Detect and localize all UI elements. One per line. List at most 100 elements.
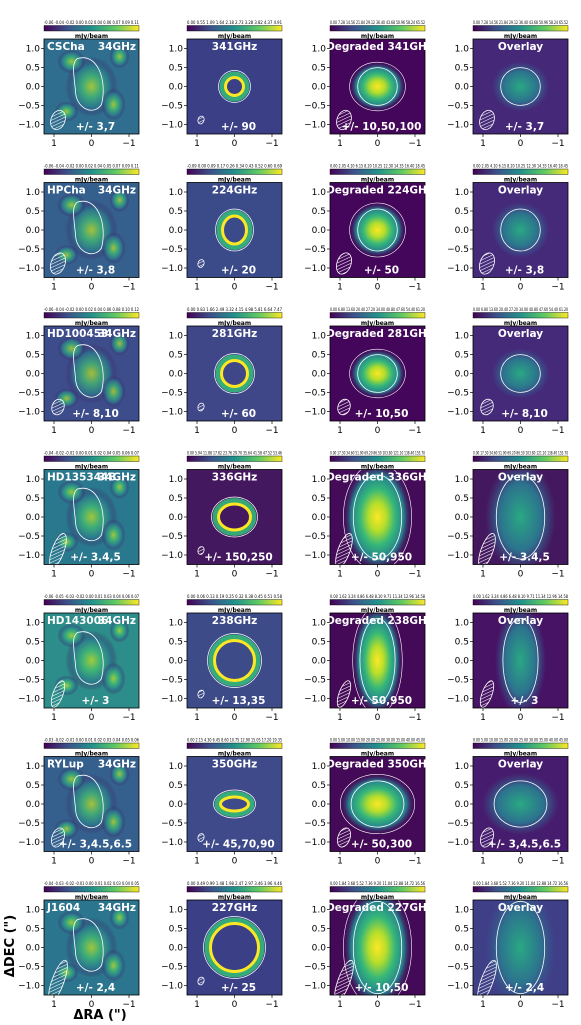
contour-levels: +/- 50,950	[351, 695, 412, 707]
y-tick-label: −0.5	[447, 102, 469, 112]
colorbar-ticks: 0.00 5.00 10.00 15.00 20.00 25.00 30.00 …	[473, 738, 568, 743]
beam-ellipse	[477, 959, 497, 995]
panel-title: 34GHz	[98, 472, 136, 484]
x-tick-label: 0	[89, 857, 95, 867]
colorbar	[329, 599, 426, 606]
contour	[215, 208, 254, 252]
colorbar	[472, 312, 569, 319]
colorbar	[43, 599, 140, 606]
x-tick-label: 0	[89, 426, 95, 436]
ring-core	[224, 76, 245, 97]
contour	[213, 789, 256, 819]
y-tick-label: 1.0	[169, 332, 184, 342]
contour	[359, 618, 396, 703]
x-tick-label: 0	[89, 713, 95, 723]
image	[473, 182, 568, 278]
panel-title: 34GHz	[98, 759, 136, 771]
panel-title: Degraded 350GHz	[326, 759, 433, 771]
colorbar-ticks: 0.00 5.94 11.88 17.82 23.76 29.70 35.64 …	[187, 451, 282, 456]
panel-title: 336GHz	[212, 472, 257, 484]
y-tick-label: 1.0	[455, 45, 470, 55]
beam-ellipse	[197, 833, 205, 842]
colorbar	[186, 886, 283, 893]
panel-title: Degraded 336GHz	[326, 472, 433, 484]
y-tick-label: 0.0	[26, 657, 41, 667]
beam-ellipse	[335, 533, 353, 565]
colorbar-ticks: 0.00 1.84 3.68 5.52 7.36 9.20 11.04 12.8…	[330, 881, 425, 886]
x-tick-label: 1	[337, 139, 343, 149]
ring	[204, 917, 265, 978]
contour	[500, 67, 541, 106]
x-tick-label: 0	[375, 713, 381, 723]
x-tick-label: −1	[265, 1000, 278, 1010]
ring-core	[217, 502, 252, 532]
y-tick-label: 0.0	[312, 944, 327, 954]
source-label: J1604	[46, 902, 80, 914]
emission	[339, 773, 416, 835]
image	[473, 613, 568, 708]
emission	[494, 613, 547, 708]
emission	[109, 762, 130, 786]
beam-ellipse	[48, 959, 68, 995]
contour	[357, 354, 398, 393]
y-tick-label: −1.0	[447, 695, 469, 705]
image	[330, 900, 425, 995]
x-tick-label: 0	[518, 1000, 524, 1010]
contour-levels: +/- 3	[82, 695, 110, 707]
image	[330, 756, 425, 852]
y-tick-label: 0.0	[312, 83, 327, 93]
colorbar	[43, 742, 140, 749]
colorbar	[43, 455, 140, 462]
x-tick-label: 0	[89, 570, 95, 580]
y-tick-label: 1.0	[169, 188, 184, 198]
y-tick-label: 1.0	[455, 475, 470, 485]
y-tick-label: −0.5	[304, 532, 326, 542]
x-tick-label: 1	[194, 713, 200, 723]
panel-title: Degraded 281GHz	[326, 328, 433, 340]
x-tick-label: 1	[51, 283, 57, 293]
x-tick-label: 0	[232, 713, 238, 723]
x-tick-label: −1	[551, 857, 564, 867]
y-tick-label: 1.0	[312, 619, 327, 629]
contour-levels: +/- 150,250	[204, 552, 272, 564]
ring-core	[221, 214, 248, 246]
ring-core	[213, 639, 256, 682]
panel-title: Overlay	[498, 328, 543, 340]
contour	[339, 773, 415, 834]
image	[473, 469, 568, 565]
x-tick-label: 0	[375, 857, 381, 867]
y-tick-label: 0.5	[312, 351, 326, 361]
colorbar-label: mJy/beam	[361, 607, 394, 614]
x-tick-label: 1	[337, 1000, 343, 1010]
x-tick-label: 0	[232, 1000, 238, 1010]
emission	[342, 469, 413, 565]
panel-RYLup-2: 0.00 5.00 10.00 15.00 20.00 25.00 30.00 …	[304, 738, 433, 867]
emission	[57, 910, 86, 935]
colorbar-label: mJy/beam	[361, 463, 394, 470]
y-tick-label: 0.0	[312, 657, 327, 667]
y-tick-label: −0.5	[304, 963, 326, 973]
y-tick-label: 0.5	[312, 925, 326, 935]
colorbar-ticks: 0.00 0.55 1.09 1.64 2.18 2.73 3.28 3.82 …	[187, 20, 282, 25]
x-tick-label: 0	[89, 139, 95, 149]
x-tick-label: 0	[232, 570, 238, 580]
x-tick-label: 1	[194, 1000, 200, 1010]
y-tick-label: −0.5	[18, 819, 40, 829]
x-tick-label: 1	[337, 857, 343, 867]
source-label: HD135344B	[47, 472, 116, 484]
y-tick-label: 1.0	[312, 188, 327, 198]
x-tick-label: 1	[194, 139, 200, 149]
panel-RYLup-0: -0.03 -0.02 -0.01 0.00 0.01 0.02 0.03 0.…	[18, 738, 139, 867]
y-tick-label: 1.0	[312, 45, 327, 55]
beam-ellipse	[50, 109, 66, 131]
colorbar-ticks: -0.06 -0.04 -0.02 0.00 0.02 0.04 0.05 0.…	[44, 164, 139, 169]
colorbar-label: mJy/beam	[361, 33, 394, 40]
emission	[109, 331, 130, 356]
contour	[500, 208, 541, 252]
y-tick-label: −1.0	[447, 551, 469, 561]
x-tick-label: −1	[122, 570, 135, 580]
colorbar-ticks: 0.00 7.28 14.56 21.84 29.12 36.40 43.68 …	[330, 20, 425, 25]
image	[330, 39, 425, 134]
beam-ellipse	[479, 680, 495, 708]
y-tick-label: 0.0	[455, 657, 470, 667]
